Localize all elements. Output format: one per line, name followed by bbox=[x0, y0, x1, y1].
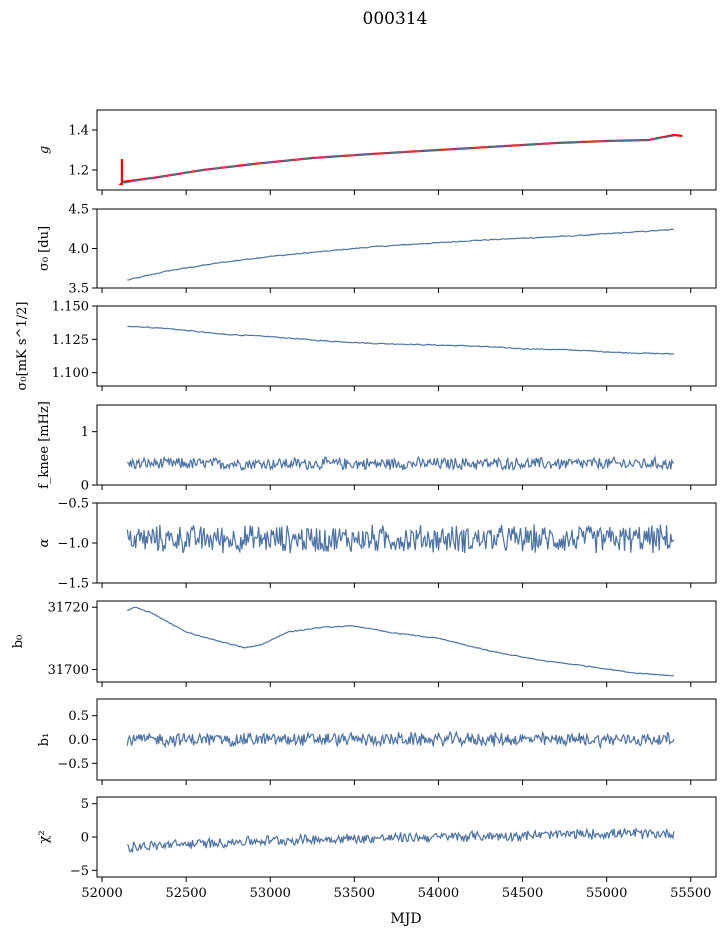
y-tick-label-b0: 31700 bbox=[48, 663, 89, 678]
series-sigma0-mks bbox=[127, 325, 675, 355]
series-fknee bbox=[126, 455, 675, 472]
figure-title: 000314 bbox=[363, 9, 428, 29]
axes-frame-sigma0-mks bbox=[96, 305, 717, 387]
y-tick-label-chi2: −5 bbox=[70, 864, 89, 879]
y-tick-label-sigma0-mks: 1.100 bbox=[52, 366, 89, 381]
x-tick-label: 55500 bbox=[670, 886, 711, 901]
axes-frame-fknee bbox=[96, 404, 717, 486]
series-g bbox=[123, 135, 674, 184]
y-tick-label-b1: 0.0 bbox=[68, 733, 89, 748]
panel-alpha: −1.5 −1.0 −0.5 α bbox=[37, 497, 717, 592]
y-tick-label-sigma0: 4.0 bbox=[68, 242, 89, 257]
series-b1 bbox=[126, 730, 675, 750]
x-tick-label: 55000 bbox=[586, 886, 627, 901]
panel-b1: −0.5 0.0 0.5 b₁ bbox=[37, 698, 717, 785]
series-chi2 bbox=[126, 827, 675, 854]
panels: 1.2 1.4 g 3.5 4.0 4.5 σ₀ [du] 1.100 1.125 1.150 σ₀… bbox=[11, 109, 717, 901]
x-tick-label: 53000 bbox=[250, 886, 291, 901]
y-tick-label-chi2: 0 bbox=[81, 831, 89, 846]
y-tick-label-sigma0-mks: 1.150 bbox=[52, 300, 89, 315]
panel-fknee: 0 1 f_knee [mHz] bbox=[37, 401, 717, 494]
x-tick-label: 52500 bbox=[165, 886, 206, 901]
panel-sigma0-mks: 1.100 1.125 1.150 σ₀[mK s^1/2] bbox=[15, 300, 717, 391]
panel-g: 1.2 1.4 g bbox=[37, 109, 717, 195]
y-axis-label-sigma0: σ₀ [du] bbox=[37, 226, 52, 271]
axes-frame-sigma0 bbox=[96, 208, 717, 289]
y-axis-label-b0: b₀ bbox=[11, 635, 26, 649]
y-tick-label-sigma0-mks: 1.125 bbox=[52, 333, 89, 348]
y-axis-label-alpha: α bbox=[37, 538, 52, 547]
x-axis-label: MJD bbox=[390, 911, 421, 927]
axes-frame-chi2 bbox=[96, 796, 717, 878]
y-tick-label-sigma0: 4.5 bbox=[68, 203, 89, 218]
y-axis-label-chi2: χ² bbox=[37, 830, 52, 843]
y-tick-label-g: 1.4 bbox=[68, 124, 89, 139]
series-alpha bbox=[126, 524, 675, 554]
panel-chi2: −5 0 5 52000 52500 53000 53500 54000 54500 55000 5… bbox=[37, 796, 717, 901]
series-b0 bbox=[127, 606, 674, 677]
y-tick-label-g: 1.2 bbox=[68, 164, 89, 179]
y-tick-label-fknee: 1 bbox=[81, 425, 89, 440]
y-axis-label-g: g bbox=[37, 146, 52, 154]
y-axis-label-fknee: f_knee [mHz] bbox=[37, 401, 52, 489]
series-g-fit bbox=[118, 133, 683, 186]
y-tick-label-fknee: 0 bbox=[81, 479, 89, 494]
y-tick-label-b0: 31720 bbox=[48, 601, 89, 616]
panel-sigma0: 3.5 4.0 4.5 σ₀ [du] bbox=[37, 203, 717, 297]
x-tick-label: 54500 bbox=[502, 886, 543, 901]
y-tick-label-alpha: −1.5 bbox=[57, 577, 89, 592]
y-axis-label-b1: b₁ bbox=[37, 733, 52, 747]
y-tick-label-alpha: −1.0 bbox=[57, 537, 89, 552]
y-tick-label-sigma0: 3.5 bbox=[68, 282, 89, 297]
y-tick-label-chi2: 5 bbox=[81, 797, 89, 812]
y-tick-label-b1: 0.5 bbox=[68, 709, 89, 724]
y-tick-label-alpha: −0.5 bbox=[57, 497, 89, 512]
x-tick-label: 54000 bbox=[418, 886, 459, 901]
series-sigma0 bbox=[127, 228, 674, 281]
y-axis-label-sigma0-mks: σ₀[mK s^1/2] bbox=[15, 302, 30, 391]
x-tick-label: 53500 bbox=[334, 886, 375, 901]
y-tick-label-b1: −0.5 bbox=[57, 757, 89, 772]
panel-b0: 31700 31720 b₀ bbox=[11, 600, 717, 687]
x-tick-label: 52000 bbox=[81, 886, 122, 901]
axes-frame-g bbox=[96, 109, 717, 191]
axes-frame-b0 bbox=[96, 600, 717, 683]
